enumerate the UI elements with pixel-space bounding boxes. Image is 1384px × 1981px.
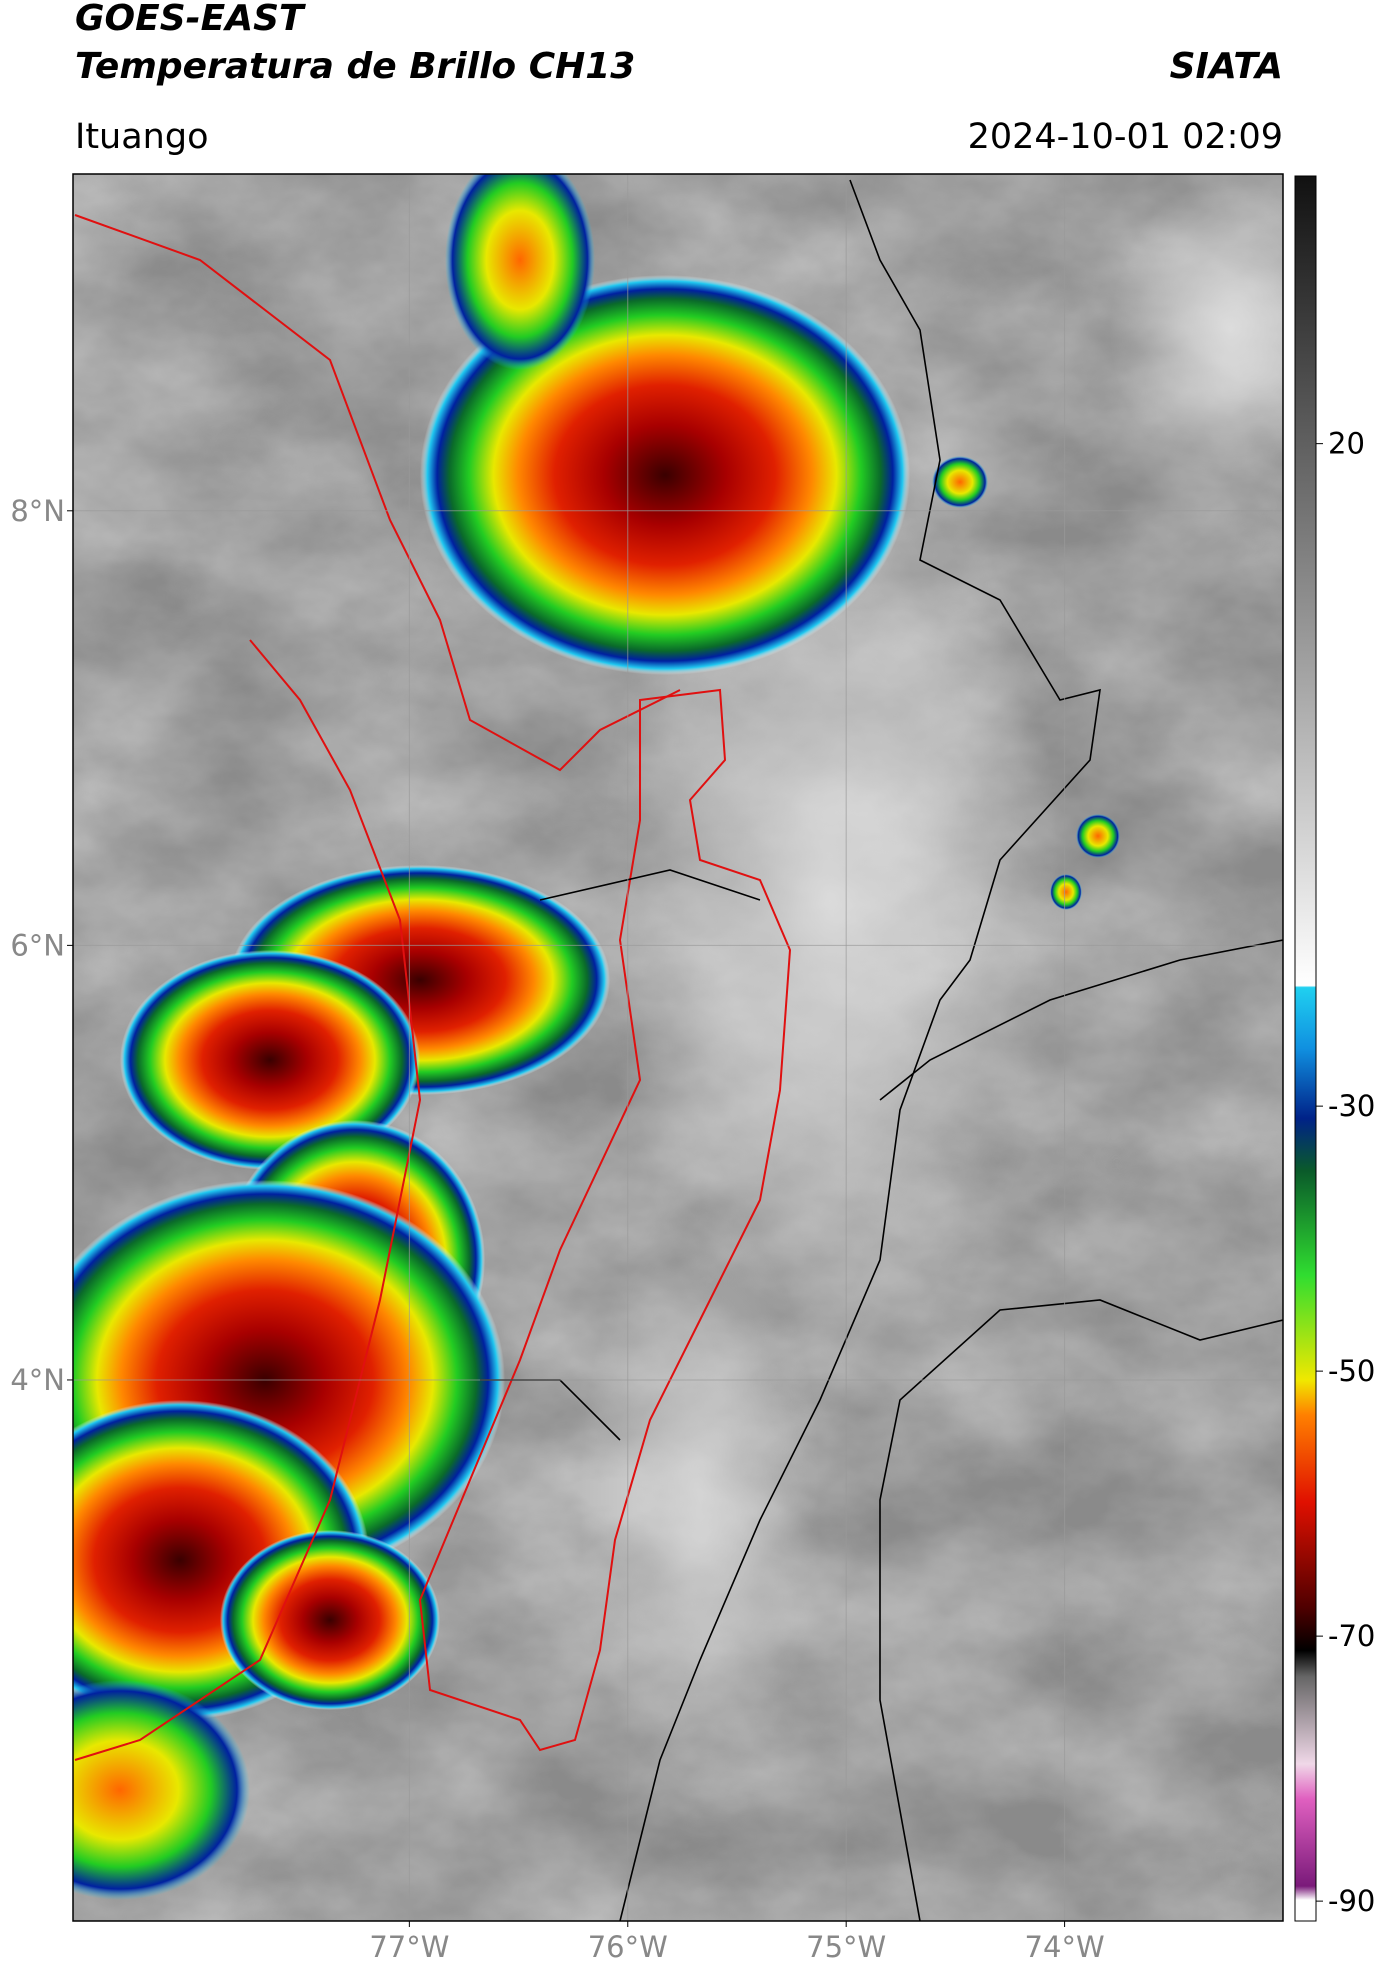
satellite-image [73, 174, 1283, 1921]
subtitle: Temperatura de Brillo CH13 [75, 46, 635, 87]
colorbar-tick-label: -70 [1328, 1619, 1375, 1653]
colorbar-tick-label: -50 [1328, 1354, 1375, 1388]
lon-tick-label: 77°W [369, 1930, 449, 1964]
graticule: 8°N 6°N 4°N 77°W 76°W 75°W 74°W [10, 174, 1283, 1964]
datetime: 2024-10-01 02:09 [968, 117, 1283, 157]
source: SIATA [1170, 46, 1283, 87]
lon-tick-label: 75°W [806, 1930, 886, 1964]
lat-tick-label: 4°N [10, 1363, 65, 1397]
title: GOES-EAST [75, 0, 306, 39]
location: Ituango [75, 117, 209, 157]
colorbar-ticks: 20 -30 -50 -70 -90 [1316, 427, 1375, 1918]
lat-tick-label: 8°N [10, 494, 65, 528]
colorbar-tick-label: -90 [1328, 1884, 1375, 1918]
colorbar [1294, 175, 1317, 1922]
lon-tick-label: 74°W [1025, 1930, 1105, 1964]
colorbar-tick-label: 20 [1328, 427, 1365, 461]
lat-tick-label: 6°N [10, 928, 65, 962]
lon-tick-label: 76°W [588, 1930, 668, 1964]
colorbar-tick-label: -30 [1328, 1089, 1375, 1123]
map-frame [72, 173, 1284, 1922]
